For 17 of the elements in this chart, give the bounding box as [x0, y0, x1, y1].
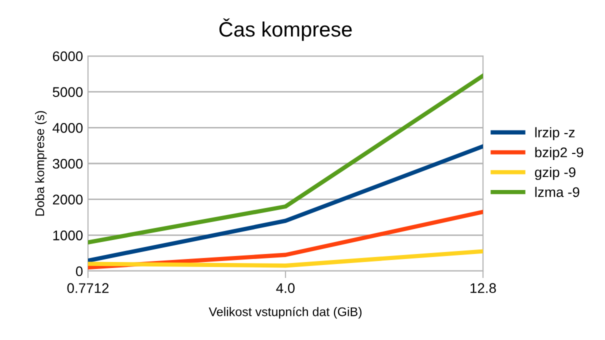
legend-label: bzip2 -9 — [535, 147, 584, 160]
chart-title: Čas komprese — [219, 18, 352, 41]
y-tick-label: 1000 — [53, 230, 83, 240]
y-axis-title: Doba komprese (s) — [35, 111, 47, 216]
x-tick-label: 4.0 — [276, 283, 295, 294]
legend-label: lzma -9 — [535, 186, 580, 198]
x-axis-title: Velikost vstupních dat (GiB) — [208, 306, 362, 319]
legend-label: lrzip -z — [535, 127, 575, 140]
y-tick-label: 0 — [76, 266, 83, 276]
legend-label: gzip -9 — [534, 166, 576, 180]
x-tick-label: 12.8 — [470, 283, 496, 294]
x-tick-label: 0.7712 — [67, 283, 109, 294]
y-tick-label: 2000 — [52, 194, 83, 205]
y-tick-label: 3000 — [52, 158, 83, 169]
y-tick-label: 5000 — [52, 87, 83, 98]
y-tick-label: 6000 — [52, 51, 83, 62]
y-tick-label: 4000 — [52, 123, 83, 133]
